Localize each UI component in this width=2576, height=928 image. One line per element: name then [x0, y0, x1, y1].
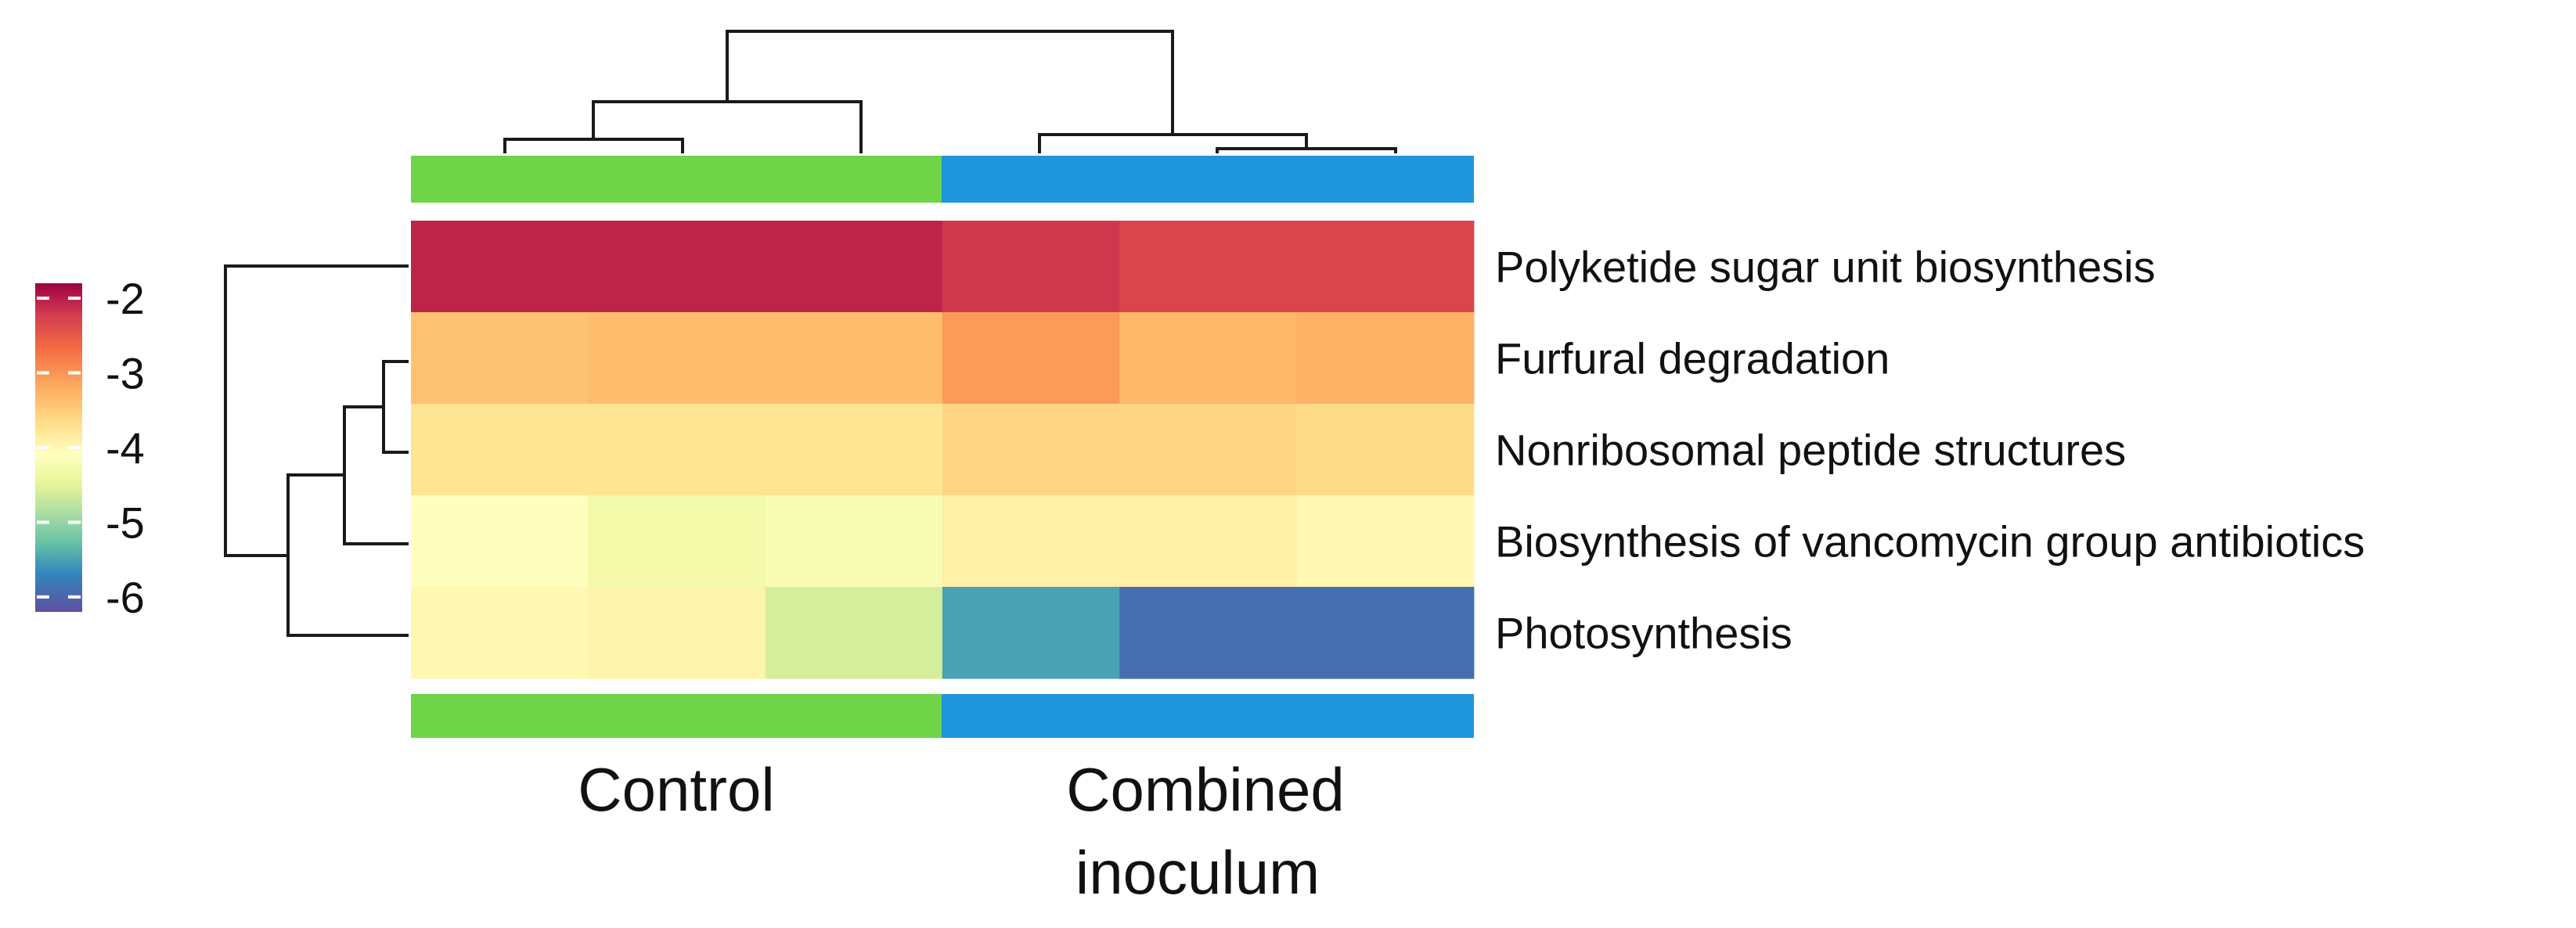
heatmap-cell	[765, 221, 943, 313]
heatmap-cell	[588, 404, 766, 496]
col-dendro-link	[503, 138, 684, 153]
row-label: Nonribosomal peptide structures	[1495, 426, 2126, 475]
bottom-group-bar	[411, 694, 1474, 738]
heatmap-cell	[1119, 495, 1298, 588]
heatmap-cell	[411, 221, 589, 313]
group-label-combined-line2: inoculum	[1075, 838, 1320, 907]
row-dendrogram	[224, 264, 409, 637]
heatmap-cell	[942, 495, 1120, 588]
color-scale-tick-label: -3	[106, 349, 145, 398]
heatmap-cell	[1119, 221, 1298, 313]
top-group-bar-combined	[942, 156, 1474, 203]
heatmap-cell	[942, 221, 1120, 313]
column-dendrogram	[503, 30, 1397, 153]
row-dendro-link	[286, 473, 409, 637]
heatmap-cell	[411, 495, 589, 588]
color-scale-legend: -2 -3 -4 -5 -6	[35, 274, 145, 622]
heatmap-cell	[765, 312, 943, 405]
heatmap-cell	[1296, 495, 1475, 588]
heatmap-cell	[1296, 587, 1475, 679]
color-scale-tick-label: -2	[106, 274, 145, 323]
heatmap-cell	[588, 587, 766, 679]
heatmap-cell	[411, 404, 589, 496]
group-label-combined-line1: Combined	[1066, 755, 1345, 824]
row-label: Furfural degradation	[1495, 334, 1890, 383]
heatmap-cell	[765, 404, 943, 496]
row-dendro-link	[224, 264, 409, 557]
heatmap-cell	[1296, 312, 1475, 405]
color-scale-ticks: -2 -3 -4 -5 -6	[37, 274, 145, 622]
heatmap-cell	[942, 587, 1120, 679]
heatmap-cell	[1119, 587, 1298, 679]
color-scale-tick-label: -6	[106, 573, 145, 622]
top-group-bar	[411, 156, 1474, 203]
bottom-group-bar-combined	[942, 694, 1474, 738]
heatmap-cell	[765, 495, 943, 588]
heatmap-cell	[1296, 404, 1475, 496]
heatmap-cell	[942, 312, 1120, 405]
heatmap-cell	[588, 221, 766, 313]
heatmap-cell	[411, 587, 589, 679]
row-dendro-link	[382, 360, 409, 454]
color-scale-tick-label: -4	[106, 423, 145, 473]
heatmap-cell	[588, 312, 766, 405]
heatmap-cell	[411, 312, 589, 405]
row-dendro-link	[343, 405, 409, 545]
heatmap-cell	[588, 495, 766, 588]
heatmap-cells	[411, 221, 1475, 679]
row-label: Photosynthesis	[1495, 609, 1792, 658]
heatmap-cell	[942, 404, 1120, 496]
bottom-group-bar-control	[411, 694, 942, 738]
top-group-bar-control	[411, 156, 942, 203]
col-dendro-link	[1216, 147, 1397, 153]
heatmap-cell	[1119, 312, 1298, 405]
col-dendro-link	[592, 100, 863, 153]
heatmap-cell	[1119, 404, 1298, 496]
row-label: Biosynthesis of vancomycin group antibio…	[1495, 517, 2365, 567]
row-labels: Polyketide sugar unit biosynthesis Furfur…	[1495, 243, 2365, 658]
col-dendro-link	[1038, 133, 1308, 153]
group-label-control: Control	[578, 755, 774, 824]
row-label: Polyketide sugar unit biosynthesis	[1495, 243, 2156, 292]
color-scale-tick-label: -5	[106, 498, 145, 548]
heatmap-cell	[765, 587, 943, 679]
col-dendro-link	[726, 30, 1174, 135]
heatmap-cell	[1296, 221, 1475, 313]
